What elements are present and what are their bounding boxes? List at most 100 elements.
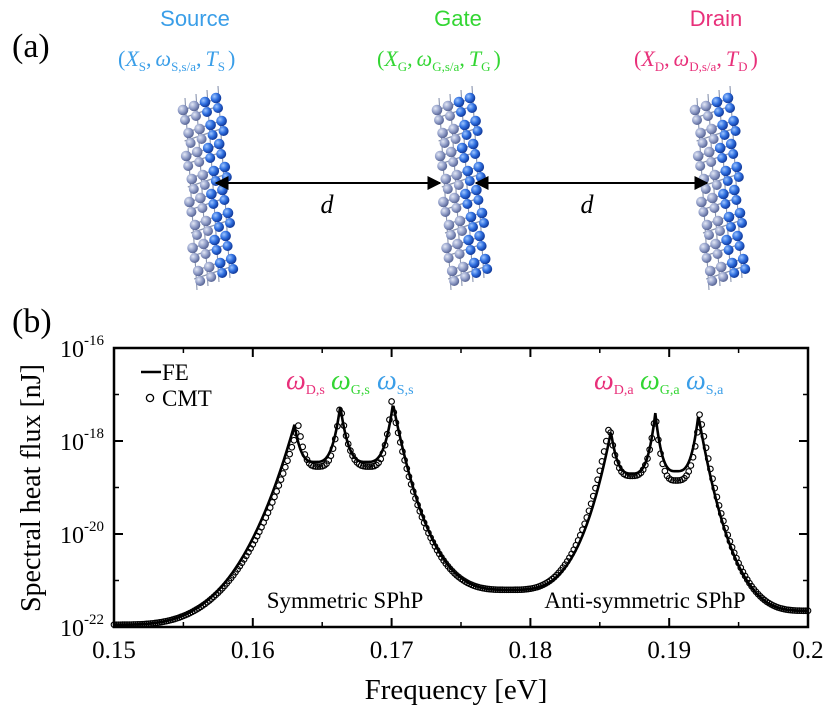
cmt-point xyxy=(702,444,710,452)
cmt-point xyxy=(394,429,402,437)
cmt-point xyxy=(596,467,604,475)
cmt-point xyxy=(507,586,515,594)
cmt-point xyxy=(416,507,424,515)
antisymmetric-peak-labels: ωD,a ωG,a ωS,a xyxy=(594,365,724,398)
cmt-point xyxy=(600,448,608,455)
cmt-point xyxy=(338,410,346,417)
cmt-point xyxy=(648,434,656,442)
cmt-point xyxy=(238,559,246,567)
x-tick-label: 0.2 xyxy=(792,637,823,664)
cmt-point xyxy=(501,586,508,594)
cmt-point xyxy=(396,438,404,446)
cmt-point xyxy=(281,463,289,471)
cmt-point xyxy=(696,411,703,419)
cmt-point xyxy=(644,455,651,462)
cmt-point xyxy=(685,468,693,475)
cmt-point xyxy=(279,470,287,477)
cmt-point xyxy=(418,513,426,521)
cmt-point xyxy=(589,492,597,500)
cmt-point xyxy=(405,473,413,480)
cmt-point xyxy=(791,607,799,614)
drain-crystal-slab xyxy=(689,85,751,291)
cmt-point xyxy=(511,586,519,594)
cmt-point xyxy=(435,550,443,558)
symmetric-peak-labels: ωD,s ωG,s ωS,s xyxy=(286,365,414,398)
cmt-point xyxy=(704,455,712,462)
source-params: (XS, ωS,s/a, TS) xyxy=(118,46,235,74)
cmt-point xyxy=(800,607,808,615)
cmt-point xyxy=(401,456,408,464)
cmt-series-points xyxy=(110,398,812,629)
panel-a-label: (a) xyxy=(12,28,50,65)
drain-params: (XD, ωD,s/a, TD) xyxy=(634,46,758,74)
cmt-point xyxy=(798,607,805,615)
legend-cmt-marker xyxy=(145,393,155,403)
cmt-point xyxy=(602,437,610,445)
cmt-point xyxy=(674,477,682,484)
cmt-point xyxy=(711,484,719,492)
cmt-point xyxy=(490,586,497,593)
distance-label-right: d xyxy=(581,190,595,219)
cmt-point xyxy=(212,591,220,599)
cmt-point xyxy=(715,502,723,509)
cmt-point xyxy=(409,488,417,495)
cmt-point xyxy=(641,461,649,469)
gate-params: (XG, ωG,s/a, TG) xyxy=(377,46,501,74)
cmt-point xyxy=(514,586,521,594)
cmt-point xyxy=(214,589,222,597)
cmt-point xyxy=(414,501,421,509)
cmt-point xyxy=(720,517,727,525)
cmt-point xyxy=(386,416,393,424)
cmt-point xyxy=(485,585,493,593)
cmt-point xyxy=(722,524,729,532)
cmt-point xyxy=(403,465,411,472)
cmt-point xyxy=(579,526,586,534)
cmt-point xyxy=(655,436,662,444)
cmt-point xyxy=(297,433,304,440)
cmt-point xyxy=(342,432,350,440)
legend-cmt-label: CMT xyxy=(162,386,212,411)
gate-crystal-slab xyxy=(431,85,493,291)
cmt-point xyxy=(344,440,352,448)
peak-label-g-s: ωG,s xyxy=(331,365,370,398)
panel-a: (a) Source Gate Drain (XS, ωS,s/a, TS) (XG… xyxy=(12,6,758,291)
peak-label-d-a: ωD,a xyxy=(594,365,634,398)
cmt-point xyxy=(505,586,513,594)
legend: FE CMT xyxy=(141,360,212,411)
cmt-point xyxy=(366,463,374,470)
cmt-point xyxy=(672,477,680,484)
cmt-point xyxy=(448,567,456,575)
cmt-point xyxy=(299,443,307,451)
cmt-point xyxy=(563,557,571,565)
cmt-point xyxy=(334,422,341,430)
cmt-point xyxy=(336,406,343,414)
cmt-point xyxy=(700,433,708,440)
cmt-point xyxy=(503,586,510,594)
cmt-point xyxy=(492,586,500,593)
cmt-point xyxy=(587,500,595,508)
cmt-point xyxy=(284,457,291,465)
plot-area: 0.15 0.16 0.17 0.18 0.19 0.2 10-2210-2010-181… xyxy=(60,333,824,664)
x-tick-label: 0.17 xyxy=(370,637,414,664)
y-tick-label: 10-18 xyxy=(60,426,104,456)
cmt-point xyxy=(381,441,389,449)
cmt-point xyxy=(286,450,294,458)
cmt-point xyxy=(383,430,391,438)
cmt-point xyxy=(290,436,298,444)
cmt-point xyxy=(795,607,803,615)
x-tick-label: 0.19 xyxy=(647,637,691,664)
cmt-point xyxy=(659,460,667,468)
y-tick-label: 10-16 xyxy=(60,333,104,363)
cmt-point xyxy=(628,472,636,480)
plot-frame xyxy=(112,346,810,629)
cmt-point xyxy=(377,455,385,463)
cmt-point xyxy=(268,499,276,506)
cmt-point xyxy=(392,419,400,427)
cmt-point xyxy=(303,456,311,464)
cmt-point xyxy=(509,586,517,594)
cmt-point xyxy=(611,451,619,459)
distance-label-left: d xyxy=(321,190,335,219)
cmt-point xyxy=(312,463,320,470)
cmt-point xyxy=(594,476,601,484)
